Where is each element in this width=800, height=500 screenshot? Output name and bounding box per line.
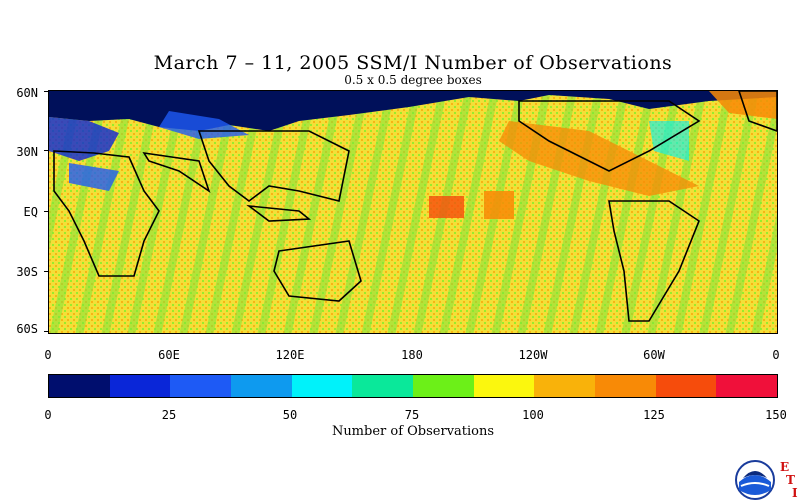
observation-map bbox=[48, 90, 778, 334]
noaa-logo-icon bbox=[735, 460, 775, 500]
colorbar-swatch-1 bbox=[109, 375, 171, 397]
colorbar bbox=[48, 374, 778, 398]
lat-tick-1 bbox=[44, 150, 48, 151]
colorbar-tick-75: 75 bbox=[404, 408, 420, 422]
lon-label-120w: 120W bbox=[518, 348, 548, 362]
lon-label-0: 0 bbox=[44, 348, 52, 362]
colorbar-swatch-9 bbox=[595, 375, 656, 397]
lat-tick-2 bbox=[44, 211, 48, 212]
colorbar-tick-50: 50 bbox=[282, 408, 298, 422]
colorbar-tick-25: 25 bbox=[161, 408, 177, 422]
colorbar-tick-0: 0 bbox=[44, 408, 52, 422]
lon-label-120e: 120E bbox=[275, 348, 305, 362]
eti-letter-t: T bbox=[786, 473, 795, 487]
colorbar-swatch-5 bbox=[352, 375, 414, 397]
lon-label-60w: 60W bbox=[643, 348, 665, 362]
colorbar-tick-150: 150 bbox=[765, 408, 787, 422]
lon-label-0-end: 0 bbox=[772, 348, 780, 362]
page-title: March 7 – 11, 2005 SSM/I Number of Obser… bbox=[153, 52, 673, 74]
lat-tick-3 bbox=[44, 271, 48, 272]
page-subtitle: 0.5 x 0.5 degree boxes bbox=[344, 73, 482, 87]
coastlines bbox=[53, 91, 777, 322]
colorbar-tick-100: 100 bbox=[522, 408, 544, 422]
eti-letter-e: E bbox=[780, 460, 790, 474]
colorbar-swatch-4 bbox=[291, 375, 353, 397]
colorbar-swatch-0 bbox=[49, 375, 110, 397]
lat-label-30n: 30N bbox=[16, 145, 38, 159]
colorbar-swatch-8 bbox=[534, 375, 596, 397]
lat-tick-0 bbox=[44, 91, 48, 92]
map-svg bbox=[49, 91, 777, 333]
colorbar-swatch-10 bbox=[655, 375, 717, 397]
lat-label-eq: EQ bbox=[23, 205, 38, 219]
colorbar-swatch-2 bbox=[170, 375, 232, 397]
colorbar-swatch-3 bbox=[231, 375, 292, 397]
eti-letter-i: I bbox=[792, 486, 798, 500]
colorbar-swatch-7 bbox=[473, 375, 535, 397]
colorbar-swatch-6 bbox=[413, 375, 474, 397]
lat-label-30s: 30S bbox=[16, 265, 38, 279]
lat-label-60n: 60N bbox=[16, 86, 38, 100]
eti-logo: E T I bbox=[778, 460, 800, 500]
lon-label-60e: 60E bbox=[158, 348, 180, 362]
lon-label-180: 180 bbox=[401, 348, 423, 362]
colorbar-swatch-11 bbox=[716, 375, 778, 397]
lat-label-60s: 60S bbox=[16, 322, 38, 336]
lat-tick-4 bbox=[44, 331, 48, 332]
colorbar-title: Number of Observations bbox=[331, 424, 495, 439]
colorbar-tick-125: 125 bbox=[643, 408, 665, 422]
